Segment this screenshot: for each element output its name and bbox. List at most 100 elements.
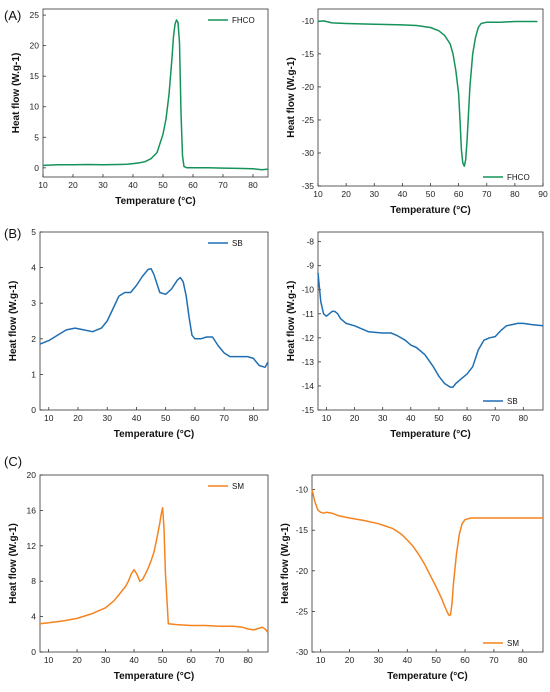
y-tick-label: 20 [30, 41, 40, 51]
y-tick-label: -14 [302, 381, 315, 391]
y-tick-label: -15 [302, 405, 315, 415]
x-tick-label: 60 [460, 655, 470, 665]
x-tick-label: 70 [482, 189, 492, 199]
x-tick-label: 90 [538, 189, 548, 199]
chart-5: 10 20 30 40 50 60 70 80 0 4 8 12 16 20 Temperature (°C… [8, 470, 269, 682]
x-tick-label: 80 [518, 655, 528, 665]
x-axis-label: Temperature (°C) [115, 196, 196, 207]
series-line [39, 267, 269, 369]
y-tick-label: 0 [34, 163, 39, 173]
x-tick-label: 50 [158, 655, 168, 665]
series-line [317, 272, 544, 388]
y-tick-label: 3 [31, 298, 36, 308]
x-tick-label: 70 [215, 655, 225, 665]
x-tick-label: 60 [186, 655, 196, 665]
y-tick-label: 10 [30, 102, 40, 112]
x-tick-label: 20 [73, 413, 83, 423]
x-tick-label: 30 [102, 413, 112, 423]
x-tick-label: 10 [316, 655, 326, 665]
x-axis-label: Temperature (°C) [114, 429, 195, 440]
y-tick-label: -10 [296, 485, 309, 495]
y-tick-label: 20 [27, 470, 37, 480]
x-tick-label: 10 [313, 189, 323, 199]
x-axis-label: Temperature (°C) [390, 205, 471, 216]
y-tick-label: -10 [302, 16, 315, 26]
plot-frame [39, 231, 269, 411]
y-tick-label: -12 [302, 333, 315, 343]
y-tick-label: 1 [31, 369, 36, 379]
y-axis-label: Heat flow (W.g-1) [286, 57, 297, 138]
x-tick-label: 40 [403, 655, 413, 665]
y-axis-label: Heat flow (W.g-1) [8, 523, 19, 604]
chart-3: 10 20 30 40 50 60 70 80 0 1 2 3 4 5 Temperature (°C) He… [8, 227, 269, 440]
chart-4: 10 20 30 40 50 60 70 80 -8 -9 -10 -11 -12 -13 -14 -15 Te… [286, 231, 544, 440]
y-tick-label: -9 [306, 261, 314, 271]
y-tick-label: 25 [30, 10, 40, 20]
x-tick-label: 50 [161, 413, 171, 423]
x-tick-label: 60 [190, 413, 200, 423]
plot-frame [311, 474, 544, 653]
y-tick-label: 15 [30, 71, 40, 81]
x-tick-label: 50 [434, 413, 444, 423]
series-line [317, 20, 538, 167]
y-tick-label: 5 [31, 227, 36, 237]
y-tick-label: 0 [31, 647, 36, 657]
x-tick-label: 30 [98, 180, 108, 190]
plot-frame [39, 474, 269, 653]
y-axis-label: Heat flow (W.g-1) [8, 281, 19, 362]
chart-6: 10 20 30 40 50 60 70 80 -10 -15 -20 -25 -30 Temperatu… [280, 474, 544, 682]
y-tick-label: 8 [31, 576, 36, 586]
y-tick-label: -15 [296, 525, 309, 535]
y-axis-label: Heat flow (W.g-1) [286, 281, 297, 362]
x-tick-label: 40 [132, 413, 142, 423]
x-tick-label: 30 [378, 413, 388, 423]
y-tick-label: -8 [306, 237, 314, 247]
x-tick-label: 20 [345, 655, 355, 665]
legend-label: SM [507, 639, 519, 648]
y-tick-label: -35 [302, 181, 315, 191]
x-tick-label: 40 [406, 413, 416, 423]
x-tick-label: 20 [350, 413, 360, 423]
y-tick-label: -25 [296, 606, 309, 616]
y-tick-label: 4 [31, 263, 36, 273]
x-tick-label: 30 [370, 189, 380, 199]
x-tick-label: 50 [426, 189, 436, 199]
x-tick-label: 80 [243, 655, 253, 665]
legend-label: SM [232, 482, 244, 491]
x-tick-label: 10 [44, 655, 54, 665]
y-tick-label: -25 [302, 115, 315, 125]
panel-label-b: (B) [4, 226, 21, 241]
x-tick-label: 80 [519, 413, 529, 423]
y-tick-label: -15 [302, 49, 315, 59]
series-line [42, 19, 269, 171]
y-tick-label: 4 [31, 612, 36, 622]
x-tick-label: 80 [510, 189, 520, 199]
y-tick-label: -13 [302, 357, 315, 367]
y-tick-label: -30 [296, 647, 309, 657]
y-tick-label: 0 [31, 405, 36, 415]
x-axis-label: Temperature (°C) [390, 429, 471, 440]
x-tick-label: 60 [454, 189, 464, 199]
x-tick-label: 50 [158, 180, 168, 190]
legend-label: FHCO [232, 16, 255, 25]
y-axis-label: Heat flow (W.g-1) [280, 523, 291, 604]
y-tick-label: 16 [27, 505, 37, 515]
x-tick-label: 60 [188, 180, 198, 190]
y-tick-label: 2 [31, 334, 36, 344]
x-tick-label: 80 [249, 413, 259, 423]
x-tick-label: 20 [72, 655, 82, 665]
x-tick-label: 70 [490, 413, 500, 423]
panel-label-c: (C) [4, 454, 22, 469]
series-line [39, 506, 269, 633]
x-tick-label: 40 [129, 655, 139, 665]
x-axis-label: Temperature (°C) [387, 671, 468, 682]
y-tick-label: -20 [296, 566, 309, 576]
y-tick-label: -20 [302, 82, 315, 92]
plot-frame [317, 231, 544, 411]
x-tick-label: 20 [68, 180, 78, 190]
chart-1: 10 20 30 40 50 60 70 80 0 5 10 15 20 25 Temperature (°… [11, 8, 269, 207]
y-axis-label: Heat flow (W.g-1) [11, 53, 22, 134]
x-tick-label: 40 [398, 189, 408, 199]
